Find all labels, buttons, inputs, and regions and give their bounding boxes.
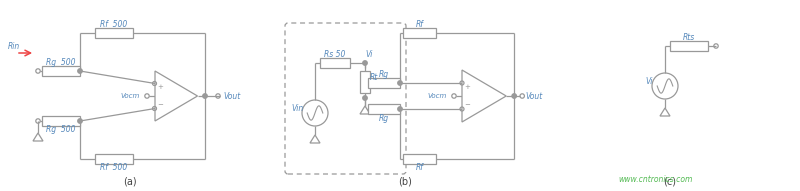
Text: Rts: Rts [683, 32, 695, 41]
Bar [670, 41, 708, 51]
Text: Vocm: Vocm [120, 93, 140, 99]
Polygon shape [33, 133, 43, 141]
Bar [403, 28, 436, 38]
Text: Rg  500: Rg 500 [46, 125, 76, 134]
Text: Rf  500: Rf 500 [100, 163, 128, 172]
Text: www.cntronics.com: www.cntronics.com [618, 175, 692, 184]
Text: (a): (a) [123, 176, 137, 186]
Text: Vocm: Vocm [427, 93, 446, 99]
Bar [368, 78, 400, 88]
Circle shape [203, 94, 207, 98]
Text: Rt: Rt [370, 73, 378, 82]
Polygon shape [660, 108, 670, 116]
Circle shape [512, 94, 517, 98]
Text: −: − [157, 102, 163, 108]
Circle shape [398, 107, 402, 111]
Text: (b): (b) [398, 176, 412, 186]
Text: Rg  500: Rg 500 [46, 57, 76, 66]
Text: +: + [157, 84, 163, 90]
Text: (c): (c) [663, 176, 677, 186]
Text: Rf: Rf [415, 163, 423, 172]
Text: Vi: Vi [366, 49, 373, 58]
Bar [320, 58, 350, 68]
Circle shape [363, 61, 367, 65]
Text: Vout: Vout [223, 91, 241, 100]
Bar [95, 154, 133, 164]
Text: Rs 50: Rs 50 [324, 49, 346, 58]
Polygon shape [155, 71, 198, 121]
Text: Rin: Rin [8, 41, 20, 50]
Circle shape [78, 69, 82, 73]
Text: Vout: Vout [526, 91, 543, 100]
Text: Rg: Rg [379, 113, 389, 122]
Text: −: − [464, 102, 470, 108]
Text: Rf: Rf [415, 19, 423, 28]
Bar [42, 66, 80, 76]
Text: Vi: Vi [646, 77, 653, 86]
Polygon shape [310, 135, 320, 143]
Bar [360, 71, 370, 93]
Circle shape [398, 81, 402, 85]
Text: +: + [464, 84, 470, 90]
Bar [403, 154, 436, 164]
Circle shape [363, 96, 367, 100]
Circle shape [78, 119, 82, 123]
Polygon shape [360, 106, 370, 114]
Bar [95, 28, 133, 38]
Text: Rf  500: Rf 500 [100, 19, 128, 28]
Text: Rg: Rg [379, 70, 389, 79]
Bar [368, 104, 400, 114]
Text: Vin: Vin [292, 104, 304, 112]
Bar [42, 116, 80, 126]
Polygon shape [462, 70, 506, 122]
